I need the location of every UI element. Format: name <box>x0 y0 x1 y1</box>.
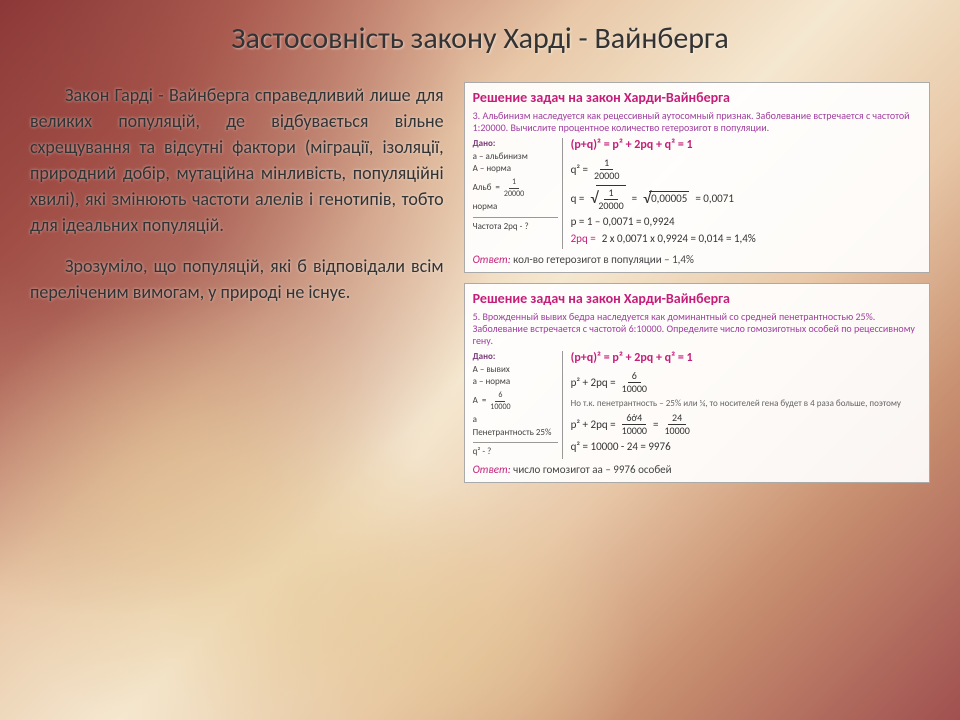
main-formula: (p+q)² = p² + 2pq + q² = 1 <box>571 351 921 365</box>
card2-title: Решение задач на закон Харди-Вайнберга <box>473 290 921 307</box>
slide: Застосовність закону Харді - Вайнберга З… <box>0 0 960 720</box>
given-line: Пенетрантность 25% <box>473 427 558 440</box>
fraction: 1 20000 <box>504 177 524 200</box>
eq-mid: = <box>632 192 637 205</box>
eq-lhs: q = <box>571 192 585 205</box>
given-line: норма <box>473 201 558 214</box>
equation-line: q² = 1 20000 <box>571 158 921 181</box>
equation-line: p² + 2pq = 6ở4 10000 = 24 10000 <box>571 413 921 436</box>
eq-lhs: p² + 2pq = <box>571 418 616 431</box>
divider <box>473 442 558 443</box>
card1-answer: Ответ: кол-во гетерозигот в популяции – … <box>473 253 921 266</box>
card2-problem: 5. Врожденный вывих бедра наследуется ка… <box>473 311 921 347</box>
given-line: А – вывих <box>473 364 558 377</box>
answer-label: Ответ: <box>473 463 511 476</box>
given-line: а <box>473 414 558 427</box>
given-line: А – норма <box>473 163 558 176</box>
given-label: Дано: <box>473 138 558 151</box>
card2-equations: (p+q)² = p² + 2pq + q² = 1 p² + 2pq = 6 … <box>571 351 921 459</box>
equation-line: q = 120000 = 0,00005 = 0,0071 <box>571 185 921 211</box>
example-card-2: Решение задач на закон Харди-Вайнберга 5… <box>464 283 930 483</box>
given-label: Дано: <box>473 351 558 364</box>
card1-problem: 3. Альбинизм наследуется как рецессивный… <box>473 110 921 134</box>
card2-given: Дано: А – вывих а – норма А = 6 10000 а <box>473 351 563 459</box>
given-line: а – альбинизм <box>473 151 558 164</box>
given-line: а – норма <box>473 376 558 389</box>
eq-lhs: q² = <box>571 163 588 176</box>
fraction: 1 20000 <box>594 158 619 181</box>
body-text-1: Закон Гарді - Вайнберга справедливий лиш… <box>30 82 444 239</box>
equation-line: 2pq = 2 x 0,0071 x 0,9924 = 0,014 = 1,4% <box>571 232 921 245</box>
left-column: Закон Гарді - Вайнберга справедливий лиш… <box>30 82 444 483</box>
equation-line: q² = 10000 - 24 = 9976 <box>571 440 921 453</box>
page-title: Застосовність закону Харді - Вайнберга <box>30 20 930 57</box>
ratio-left: А <box>473 395 478 408</box>
answer-label: Ответ: <box>473 253 511 266</box>
ratio-left: Альб <box>473 182 492 195</box>
right-column: Решение задач на закон Харди-Вайнберга 3… <box>464 82 930 483</box>
fraction: 6 10000 <box>622 371 647 394</box>
answer-text: число гомозигот аа – 9976 особей <box>513 463 671 476</box>
fraction: 24 10000 <box>664 413 689 436</box>
note-text: Но т.к. пенетрантность – 25% или ¼, то н… <box>571 398 921 409</box>
sqrt-icon: 120000 <box>590 185 625 211</box>
given-question: Частота 2pq - ? <box>473 221 558 234</box>
given-ratio: А = 6 10000 <box>473 390 558 413</box>
given-ratio: Альб = 1 20000 <box>473 177 558 200</box>
divider <box>473 217 558 218</box>
given-question: q² - ? <box>473 446 558 459</box>
main-formula: (p+q)² = p² + 2pq + q² = 1 <box>571 138 921 152</box>
card1-title: Решение задач на закон Харди-Вайнберга <box>473 89 921 106</box>
card1-given: Дано: а – альбинизм А – норма Альб = 1 2… <box>473 138 563 249</box>
card1-equations: (p+q)² = p² + 2pq + q² = 1 q² = 1 20000 … <box>571 138 921 249</box>
sqrt-icon: 0,00005 <box>643 189 689 208</box>
eq-result: = 0,0071 <box>695 192 734 205</box>
example-card-1: Решение задач на закон Харди-Вайнберга 3… <box>464 82 930 273</box>
fraction: 6 10000 <box>490 390 510 413</box>
eq-lhs: 2pq = <box>571 232 596 245</box>
body-text-2: Зрозуміло, що популяцій, які б відповіда… <box>30 253 444 305</box>
eq-lhs: p² + 2pq = <box>571 376 616 389</box>
eq-mid: = <box>653 418 658 431</box>
columns: Закон Гарді - Вайнберга справедливий лиш… <box>30 82 930 483</box>
fraction: 6ở4 10000 <box>622 413 647 436</box>
card2-answer: Ответ: число гомозигот аа – 9976 особей <box>473 463 921 476</box>
answer-text: кол-во гетерозигот в популяции – 1,4% <box>513 253 694 266</box>
card2-body: Дано: А – вывих а – норма А = 6 10000 а <box>473 351 921 459</box>
eq-result: 2 x 0,0071 x 0,9924 = 0,014 = 1,4% <box>602 232 756 245</box>
card1-body: Дано: а – альбинизм А – норма Альб = 1 2… <box>473 138 921 249</box>
equation-line: p² + 2pq = 6 10000 <box>571 371 921 394</box>
equation-line: p = 1 – 0,0071 = 0,9924 <box>571 215 921 228</box>
